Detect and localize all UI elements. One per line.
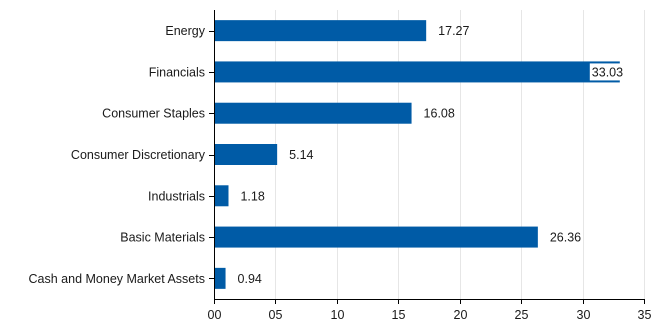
x-tick-label: 10 <box>331 308 345 322</box>
category-label: Energy <box>165 24 205 38</box>
data-label: 26.36 <box>550 231 581 245</box>
data-label: 0.94 <box>238 272 262 286</box>
data-label: 5.14 <box>289 148 313 162</box>
x-tick-label: 15 <box>392 308 406 322</box>
data-label: 16.08 <box>424 107 455 121</box>
bar <box>214 267 226 289</box>
x-tick-label: 25 <box>515 308 529 322</box>
bar <box>214 185 229 207</box>
category-label: Financials <box>149 65 205 79</box>
bar <box>214 226 538 248</box>
category-label: Basic Materials <box>120 231 205 245</box>
x-tick-label: 20 <box>454 308 468 322</box>
bar <box>214 20 427 42</box>
bar <box>214 61 620 83</box>
category-label: Cash and Money Market Assets <box>29 272 205 286</box>
x-tick-label: 00 <box>208 308 222 322</box>
data-label: 17.27 <box>438 24 469 38</box>
bar <box>214 144 278 165</box>
data-label-background <box>589 63 630 81</box>
bar <box>214 102 412 124</box>
x-tick-label: 30 <box>577 308 591 322</box>
data-label: 33.03 <box>592 65 623 79</box>
data-label: 1.18 <box>240 189 264 203</box>
x-tick-label: 05 <box>269 308 283 322</box>
x-tick-label: 35 <box>638 308 652 322</box>
category-label: Industrials <box>148 189 205 203</box>
category-label: Consumer Discretionary <box>71 148 206 162</box>
category-label: Consumer Staples <box>102 107 205 121</box>
